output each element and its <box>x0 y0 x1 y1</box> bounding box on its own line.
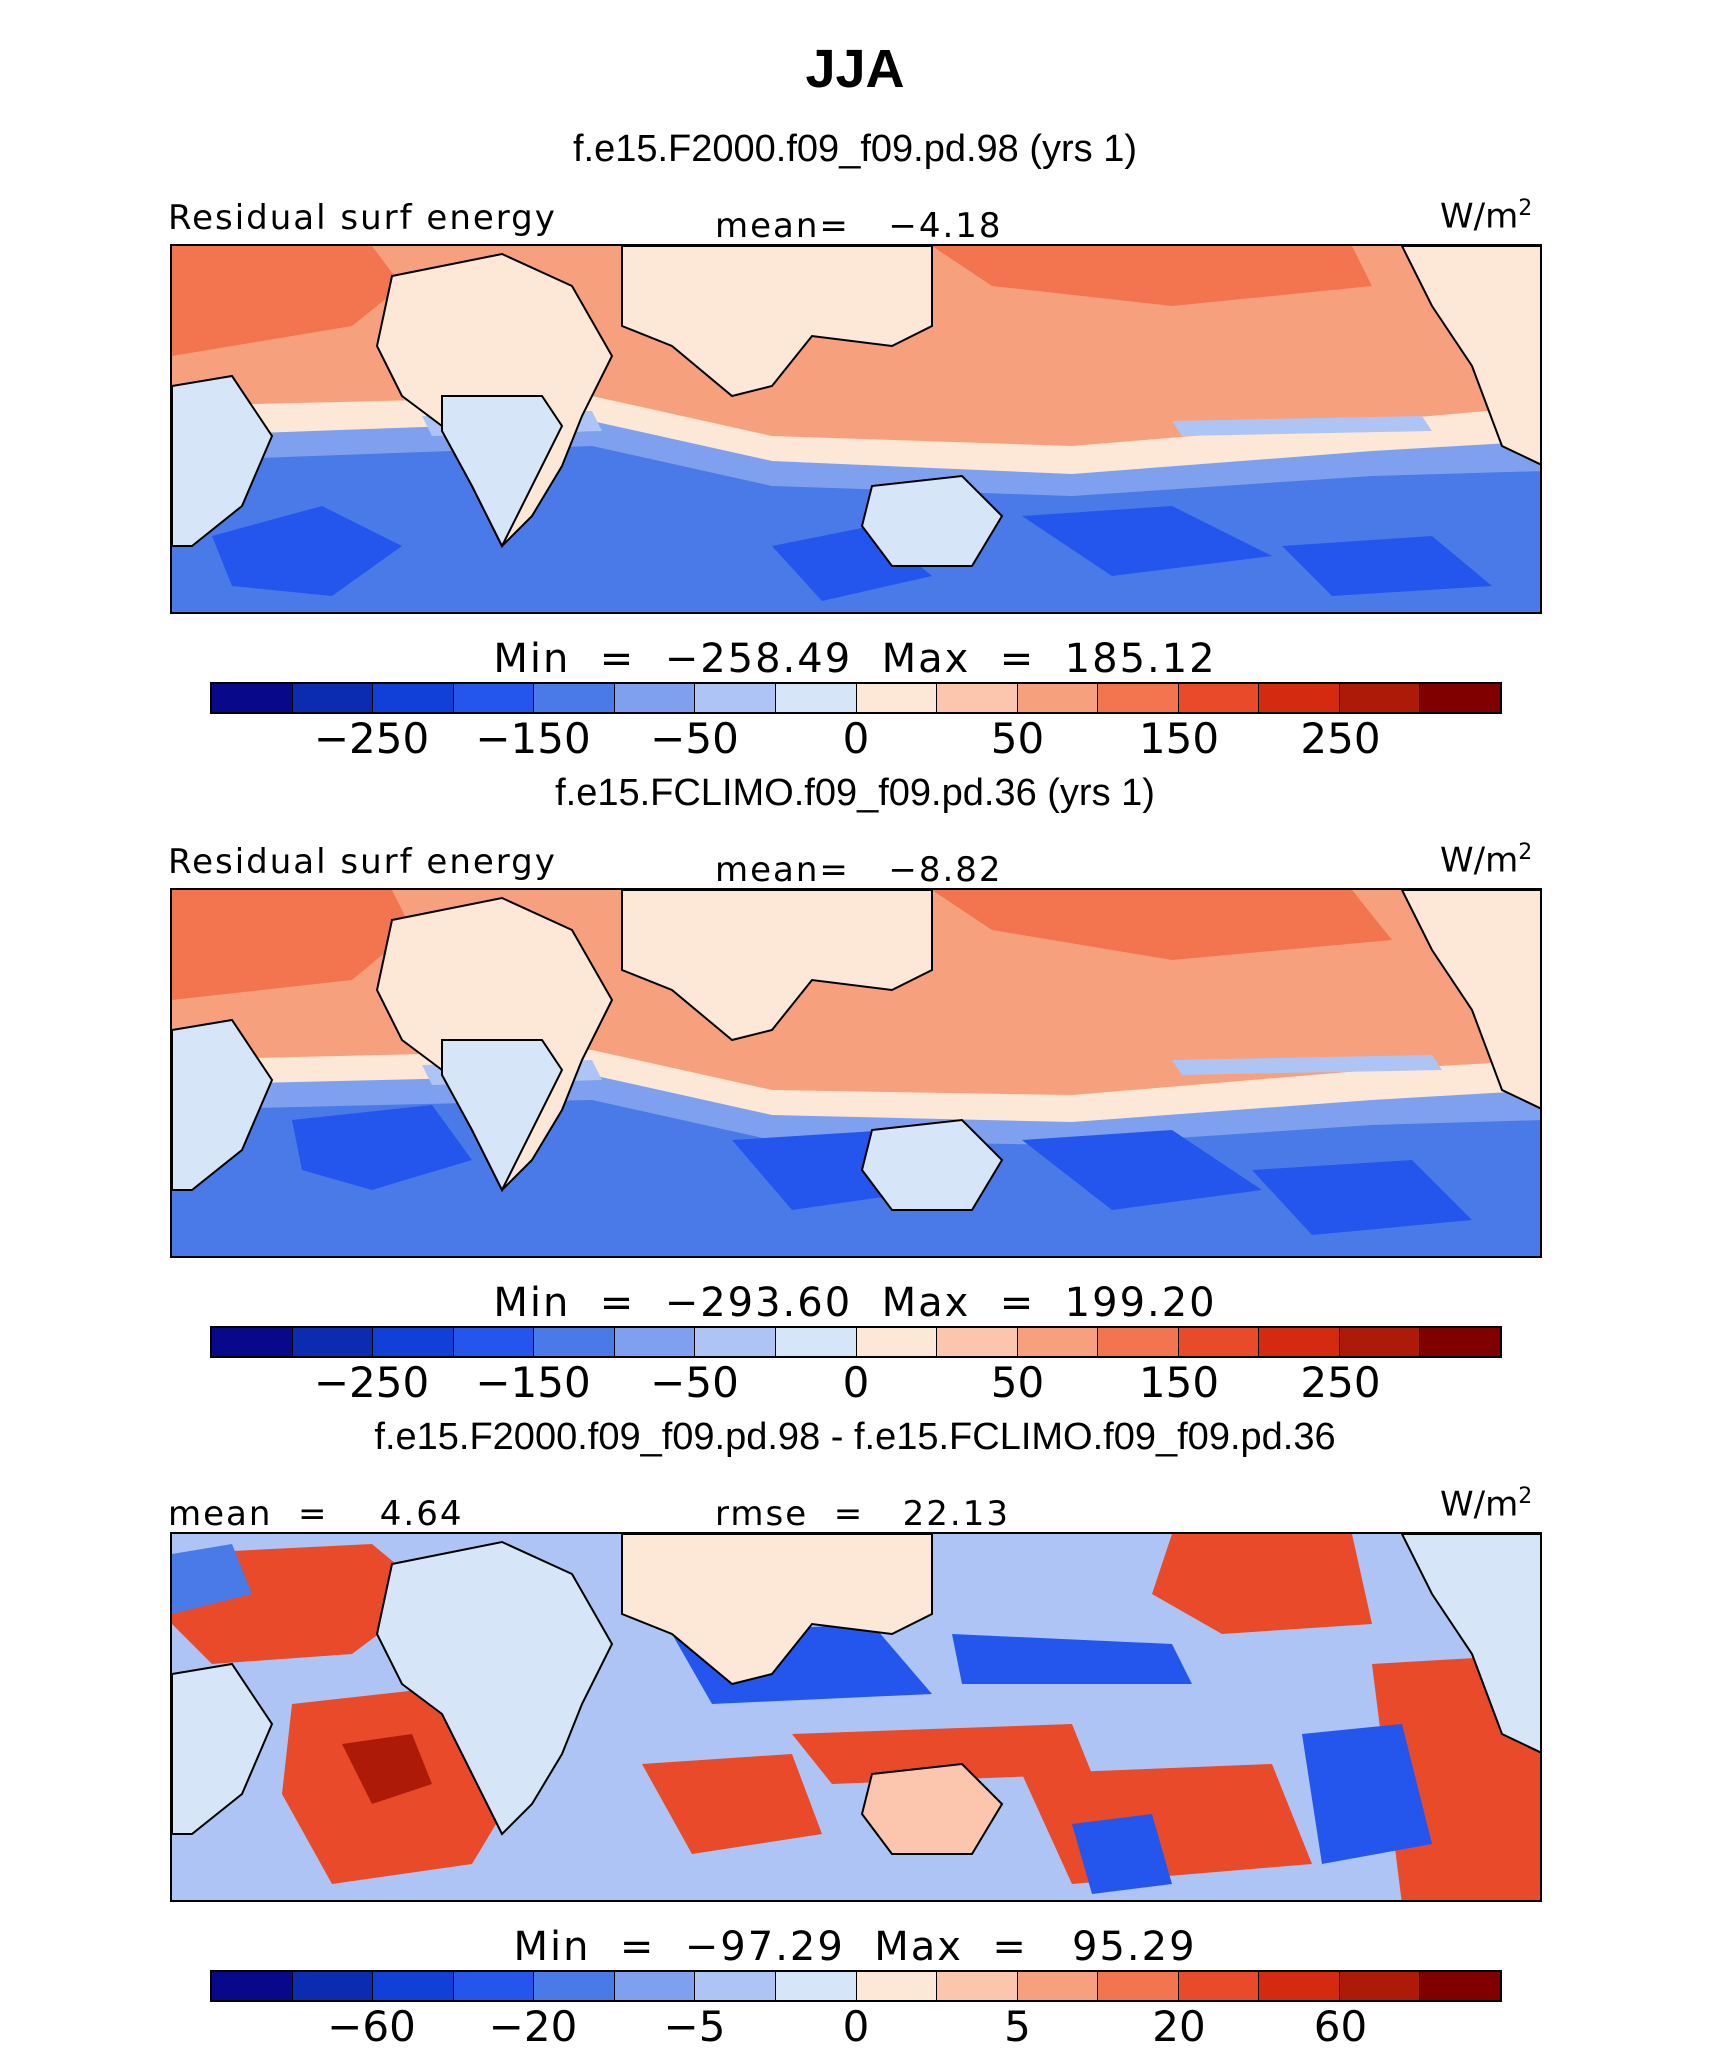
colorbar-tick-label: −250 <box>313 714 430 763</box>
colorbar-swatch <box>695 1972 776 2000</box>
colorbar-swatch <box>775 684 857 712</box>
colorbar-tick-label: 60 <box>1313 2002 1368 2051</box>
colorbar-tick-label: −60 <box>327 2002 416 2051</box>
colorbar-tick-label: 0 <box>842 714 870 763</box>
colorbar-swatch <box>534 1972 615 2000</box>
panel-1-map-field <box>172 246 1540 612</box>
panel-3-case-title: f.e15.F2000.f09_f09.pd.98 - f.e15.FCLIMO… <box>374 1416 1336 1458</box>
colorbar-tick-label: 150 <box>1138 714 1220 763</box>
panel-1-units: W/m2 <box>1440 196 1533 237</box>
colorbar-swatch <box>1017 684 1099 712</box>
colorbar-swatch <box>373 1328 454 1356</box>
colorbar-swatch <box>292 1972 374 2000</box>
panel-3-colorbar-ticks: −60 −20 −5 0 5 20 60 <box>210 2002 1502 2051</box>
colorbar-swatch <box>1098 1328 1179 1356</box>
colorbar-swatch <box>1259 684 1340 712</box>
panel-2-mean-label: mean= −8.82 <box>715 850 1003 890</box>
panel-3-colorbar <box>210 1970 1502 2002</box>
panel-2-map <box>170 888 1542 1258</box>
panel-3-minmax: Min = −97.29 Max = 95.29 <box>513 1924 1197 1970</box>
colorbar-swatch <box>1259 1972 1340 2000</box>
colorbar-swatch <box>1339 1972 1421 2000</box>
colorbar-tick-label: 50 <box>990 714 1045 763</box>
panel-1-minmax: Min = −258.49 Max = 185.12 <box>493 636 1217 682</box>
colorbar-swatch <box>453 1972 535 2000</box>
figure-title: JJA <box>805 39 905 99</box>
colorbar-swatch <box>1420 684 1500 712</box>
colorbar-swatch <box>614 1972 696 2000</box>
colorbar-swatch <box>1259 1328 1340 1356</box>
colorbar-swatch <box>937 1328 1018 1356</box>
panel-1-colorbar-ticks: −250 −150 −50 0 50 150 250 <box>210 714 1502 763</box>
panel-2-colorbar-ticks: −250 −150 −50 0 50 150 250 <box>210 1358 1502 1407</box>
panel-2-minmax: Min = −293.60 Max = 199.20 <box>493 1280 1217 1326</box>
colorbar-swatch <box>373 684 454 712</box>
colorbar-swatch <box>695 1328 776 1356</box>
panel-3-mean-label: mean = 4.64 <box>168 1494 464 1534</box>
colorbar-tick-label: −150 <box>475 1358 591 1407</box>
colorbar-swatch <box>292 684 374 712</box>
colorbar-swatch <box>856 1972 938 2000</box>
panel-3-map-field <box>172 1534 1540 1900</box>
colorbar-swatch <box>1339 684 1421 712</box>
panel-2-case-title: f.e15.FCLIMO.f09_f09.pd.36 (yrs 1) <box>555 772 1155 814</box>
colorbar-swatch <box>373 1972 454 2000</box>
colorbar-swatch <box>1420 1328 1500 1356</box>
colorbar-swatch <box>534 684 615 712</box>
colorbar-tick-label: 250 <box>1300 1358 1381 1407</box>
panel-1-map <box>170 244 1542 614</box>
colorbar-swatch <box>775 1972 857 2000</box>
colorbar-swatch <box>1178 1972 1260 2000</box>
colorbar-tick-label: −150 <box>475 714 591 763</box>
panel-3-units: W/m2 <box>1440 1484 1533 1525</box>
colorbar-swatch <box>856 1328 938 1356</box>
colorbar-tick-label: 50 <box>990 1358 1045 1407</box>
colorbar-swatch <box>856 684 938 712</box>
colorbar-swatch <box>1178 684 1260 712</box>
panel-1-case-title: f.e15.F2000.f09_f09.pd.98 (yrs 1) <box>572 128 1138 170</box>
panel-1-variable-label: Residual surf energy <box>168 198 557 238</box>
colorbar-tick-label: −5 <box>663 2002 726 2051</box>
colorbar-swatch <box>937 684 1018 712</box>
colorbar-swatch <box>1017 1972 1099 2000</box>
panel-1-colorbar <box>210 682 1502 714</box>
colorbar-swatch <box>1098 684 1179 712</box>
colorbar-swatch <box>453 1328 535 1356</box>
colorbar-swatch <box>1017 1328 1099 1356</box>
colorbar-tick-label: 5 <box>1004 2002 1031 2051</box>
colorbar-swatch <box>453 684 535 712</box>
colorbar-swatch <box>292 1328 374 1356</box>
panel-2-colorbar <box>210 1326 1502 1358</box>
colorbar-swatch <box>1339 1328 1421 1356</box>
colorbar-swatch <box>1098 1972 1179 2000</box>
colorbar-tick-label: −20 <box>488 2002 578 2051</box>
colorbar-swatch <box>212 1972 293 2000</box>
colorbar-swatch <box>1178 1328 1260 1356</box>
colorbar-tick-label: 20 <box>1152 2002 1206 2051</box>
colorbar-swatch <box>695 684 776 712</box>
panel-3-rmse-label: rmse = 22.13 <box>715 1494 1010 1534</box>
colorbar-tick-label: 0 <box>842 1358 870 1407</box>
colorbar-tick-label: −50 <box>650 1358 739 1407</box>
colorbar-tick-label: −250 <box>313 1358 430 1407</box>
colorbar-tick-label: 0 <box>842 2002 870 2051</box>
colorbar-swatch <box>212 1328 293 1356</box>
panel-2-map-field <box>172 890 1540 1256</box>
panel-1-mean-label: mean= −4.18 <box>715 206 1003 246</box>
panel-2-units: W/m2 <box>1440 840 1533 881</box>
colorbar-tick-label: 250 <box>1300 714 1381 763</box>
colorbar-swatch <box>614 1328 696 1356</box>
colorbar-swatch <box>534 1328 615 1356</box>
colorbar-tick-label: 150 <box>1138 1358 1220 1407</box>
panel-2-variable-label: Residual surf energy <box>168 842 557 882</box>
colorbar-swatch <box>614 684 696 712</box>
colorbar-tick-label: −50 <box>650 714 739 763</box>
panel-3-map <box>170 1532 1542 1902</box>
colorbar-swatch <box>937 1972 1018 2000</box>
colorbar-swatch <box>1420 1972 1500 2000</box>
colorbar-swatch <box>775 1328 857 1356</box>
colorbar-swatch <box>212 684 293 712</box>
